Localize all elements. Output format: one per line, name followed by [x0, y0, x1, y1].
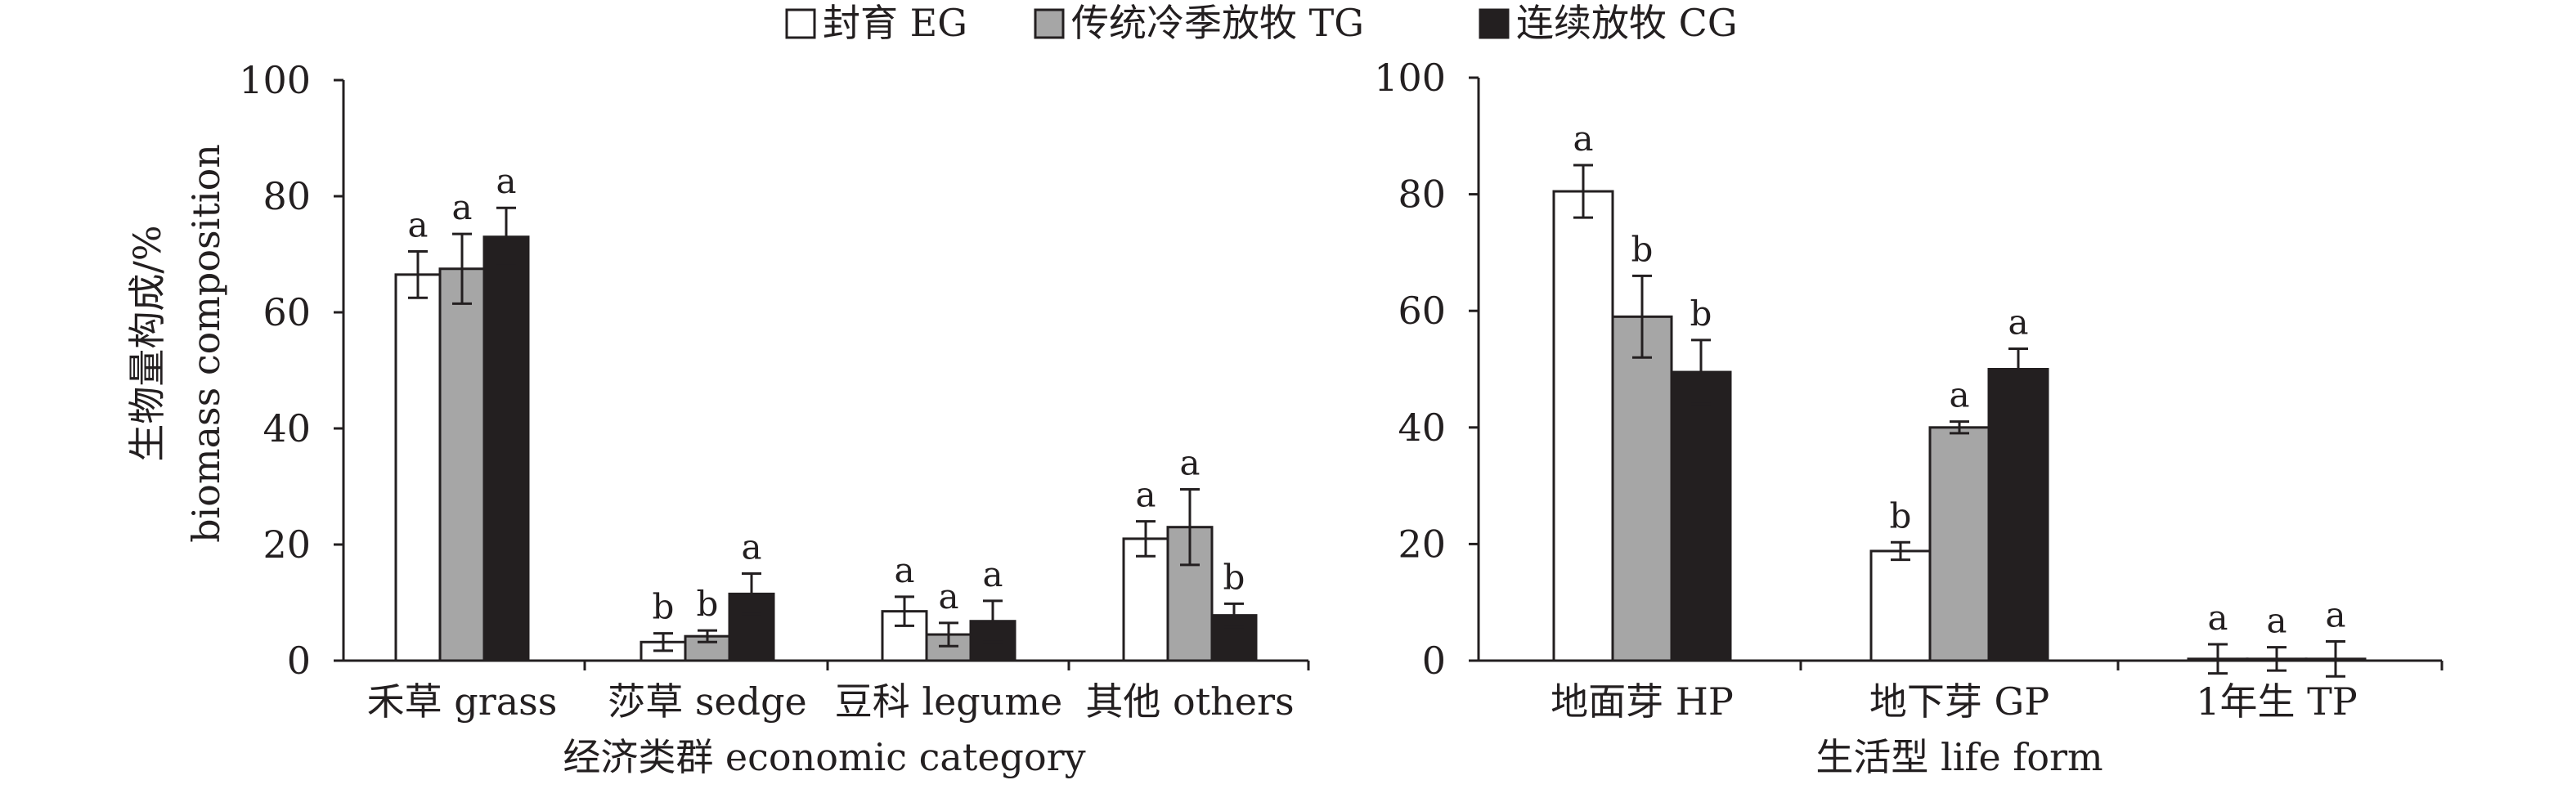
- left-y-tick-label-80: 80: [263, 174, 311, 218]
- left-y-axis-title-line2: biomass composition: [184, 144, 228, 543]
- right-x-axis-title: 生活型 life form: [1815, 735, 2103, 779]
- right-y-tick-label-0: 0: [1422, 639, 1446, 683]
- left-y-tick-label-0: 0: [287, 639, 311, 683]
- left-sig-label-tg-2: a: [938, 576, 958, 616]
- right-bar-cg-0: [1670, 370, 1732, 662]
- left-x-ticks: [583, 661, 1310, 670]
- left-category-label-grass: 禾草 grass: [367, 679, 558, 724]
- left-y-tick-label-20: 20: [263, 522, 311, 567]
- left-category-label-others: 其他 others: [1085, 679, 1294, 724]
- left-y-tick-label-60: 60: [263, 290, 311, 334]
- left-sig-label-cg-2: a: [982, 554, 1003, 594]
- left-y-ticks: 0 20 40 60 80 100: [239, 58, 343, 683]
- left-sig-label-tg-0: a: [451, 187, 472, 227]
- right-sig-label-cg-2: a: [2325, 594, 2345, 634]
- right-y-tick-label-60: 60: [1398, 289, 1446, 333]
- left-y-tick-label-100: 100: [239, 58, 311, 102]
- left-bar-eg-0: [394, 273, 442, 662]
- right-y-tick-label-20: 20: [1398, 522, 1446, 566]
- right-category-label-tp: 1年生 TP: [2196, 679, 2358, 724]
- legend-swatch-eg: [785, 8, 816, 39]
- right-bar-tg-0: [1611, 315, 1673, 662]
- legend-swatch-cg: [1479, 8, 1510, 39]
- right-sig-label-eg-0: a: [1573, 119, 1593, 159]
- right-sig-label-cg-0: b: [1690, 294, 1712, 334]
- left-sig-label-eg-0: a: [407, 204, 428, 244]
- right-sig-label-eg-1: b: [1890, 495, 1912, 536]
- right-x-ticks: [1799, 661, 2444, 670]
- right-bar-eg-1: [1869, 549, 1932, 662]
- legend-label-eg: 封育 EG: [823, 1, 967, 45]
- right-bar-cg-1: [1987, 368, 2049, 662]
- right-sig-label-tg-1: a: [1949, 375, 1969, 415]
- left-sig-label-tg-1: b: [697, 584, 719, 624]
- right-y-tick-label-80: 80: [1398, 173, 1446, 217]
- right-sig-label-tg-2: a: [2266, 601, 2287, 641]
- right-category-label-hp: 地面芽 HP: [1551, 679, 1734, 724]
- right-sig-label-tg-0: b: [1631, 229, 1654, 269]
- left-bar-cg-0: [482, 235, 530, 662]
- left-sig-label-cg-3: b: [1223, 557, 1245, 597]
- left-category-label-sedge: 莎草 sedge: [608, 679, 807, 724]
- left-sig-label-tg-3: a: [1179, 443, 1200, 483]
- legend-label-cg: 连续放牧 CG: [1516, 1, 1738, 45]
- right-bar-eg-0: [1552, 190, 1614, 662]
- left-sig-label-eg-2: a: [894, 550, 914, 590]
- left-y-axis-title-line1: 生物量构成/%: [125, 225, 169, 461]
- legend: 封育 EG 传统冷季放牧 TG 连续放牧 CG: [785, 1, 1738, 45]
- left-sig-label-cg-0: a: [496, 161, 516, 201]
- left-sig-label-eg-3: a: [1135, 475, 1156, 515]
- legend-label-tg: 传统冷季放牧 TG: [1071, 1, 1364, 45]
- left-category-label-legume: 豆科 legume: [835, 679, 1062, 724]
- right-y-ticks: 0 20 40 60 80 100: [1374, 56, 1479, 683]
- right-sig-label-cg-1: a: [2008, 303, 2028, 343]
- right-bar-tg-1: [1928, 426, 1990, 662]
- legend-swatch-tg: [1034, 8, 1065, 39]
- left-sig-label-cg-1: a: [741, 527, 761, 567]
- left-sig-label-eg-1: b: [653, 587, 675, 627]
- left-y-tick-label-40: 40: [263, 406, 311, 451]
- right-y-tick-label-100: 100: [1374, 56, 1446, 100]
- left-x-axis-title: 经济类群 economic category: [563, 735, 1085, 779]
- right-category-label-gp: 地下芽 GP: [1869, 679, 2049, 724]
- right-y-tick-label-40: 40: [1398, 406, 1446, 450]
- right-sig-label-eg-2: a: [2207, 598, 2228, 638]
- left-bar-tg-0: [438, 267, 486, 662]
